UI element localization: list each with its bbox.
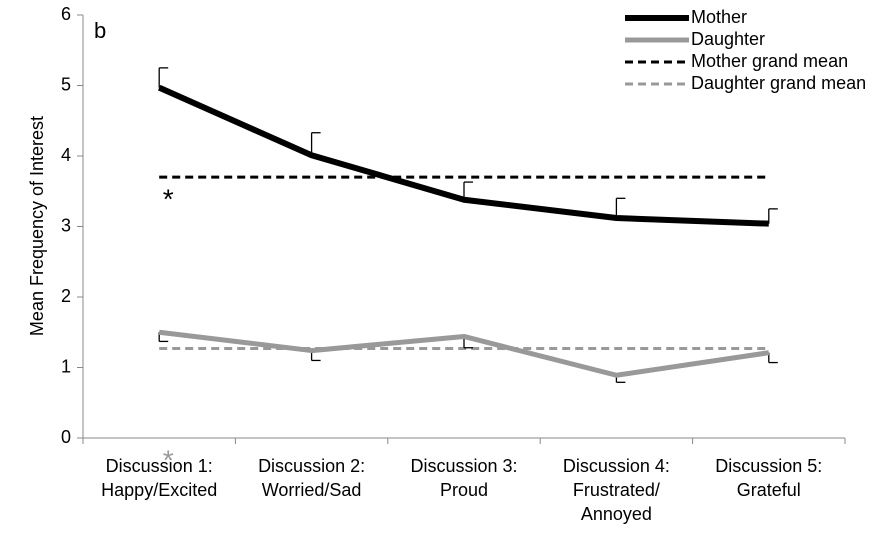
y-tick-label: 5 bbox=[61, 74, 71, 94]
legend-label: Daughter bbox=[691, 29, 765, 49]
x-tick-label: Grateful bbox=[737, 480, 801, 500]
legend-label: Mother grand mean bbox=[691, 51, 848, 71]
x-tick-label: Discussion 3: bbox=[410, 456, 517, 476]
x-tick-label: Proud bbox=[440, 480, 488, 500]
x-tick-label: Discussion 4: bbox=[563, 456, 670, 476]
y-tick-label: 4 bbox=[61, 145, 71, 165]
legend-label: Mother bbox=[691, 7, 747, 27]
y-tick-label: 2 bbox=[61, 286, 71, 306]
series-line bbox=[158, 329, 770, 378]
annotation: * bbox=[163, 444, 174, 475]
x-tick-label: Annoyed bbox=[581, 504, 652, 524]
x-tick-label: Discussion 5: bbox=[715, 456, 822, 476]
annotation: * bbox=[163, 184, 174, 215]
y-tick-label: 3 bbox=[61, 215, 71, 235]
y-tick-label: 0 bbox=[61, 427, 71, 447]
x-tick-label: Discussion 1: bbox=[106, 456, 213, 476]
x-tick-label: Happy/Excited bbox=[101, 480, 217, 500]
series-line bbox=[157, 84, 769, 227]
y-tick-label: 6 bbox=[61, 4, 71, 24]
x-tick-label: Frustrated/ bbox=[573, 480, 660, 500]
x-tick-label: Worried/Sad bbox=[262, 480, 362, 500]
panel-label: b bbox=[94, 18, 106, 43]
y-axis-label: Mean Frequency of Interest bbox=[27, 116, 47, 336]
x-tick-label: Discussion 2: bbox=[258, 456, 365, 476]
legend-label: Daughter grand mean bbox=[691, 73, 866, 93]
y-tick-label: 1 bbox=[61, 356, 71, 376]
